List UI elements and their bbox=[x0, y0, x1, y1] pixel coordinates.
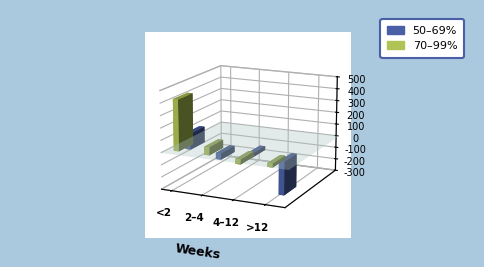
X-axis label: Weeks: Weeks bbox=[174, 242, 222, 262]
Legend: 50–69%, 70–99%: 50–69%, 70–99% bbox=[380, 19, 464, 58]
